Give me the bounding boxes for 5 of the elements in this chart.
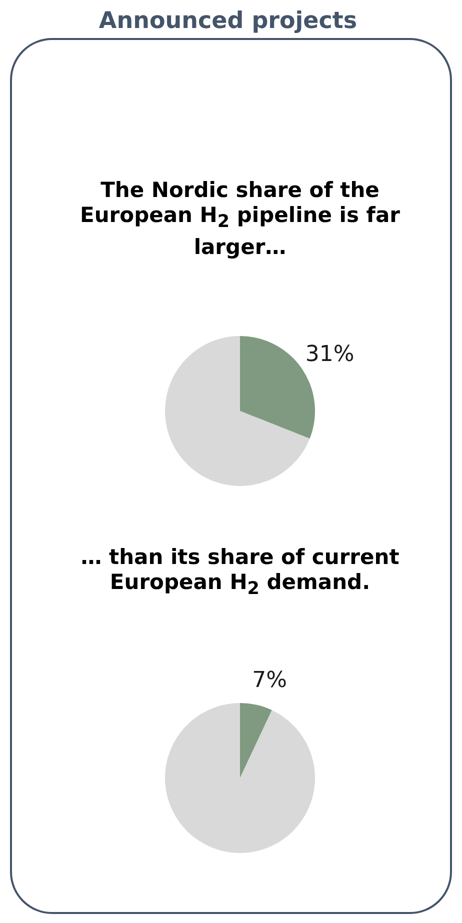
text: Announced projects	[38, 8, 418, 34]
data-label: 31%	[305, 342, 354, 368]
chart-title: The Nordic share of the European H$_{2}$ pipeline is far larger…	[80, 178, 400, 262]
chart-title: … than its share of current European H$_{2}$ demand.	[80, 545, 400, 602]
data-label: 7%	[252, 668, 288, 694]
